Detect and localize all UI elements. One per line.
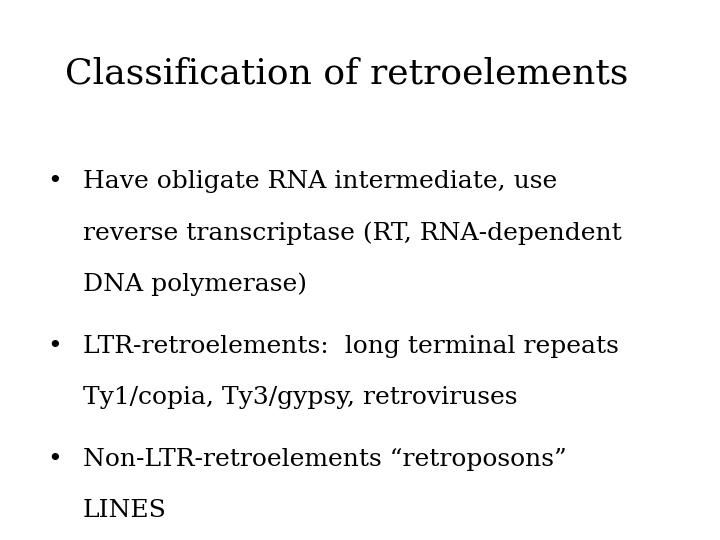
Text: Ty1/copia, Ty3/gypsy, retroviruses: Ty1/copia, Ty3/gypsy, retroviruses <box>83 386 517 409</box>
Text: Classification of retroelements: Classification of retroelements <box>65 57 628 91</box>
Text: •: • <box>47 335 61 358</box>
Text: •: • <box>47 448 61 471</box>
Text: LINES: LINES <box>83 500 166 523</box>
Text: reverse transcriptase (RT, RNA-dependent: reverse transcriptase (RT, RNA-dependent <box>83 221 621 245</box>
Text: DNA polymerase): DNA polymerase) <box>83 273 307 296</box>
Text: Non-LTR-retroelements “retroposons”: Non-LTR-retroelements “retroposons” <box>83 448 567 471</box>
Text: LTR-retroelements:  long terminal repeats: LTR-retroelements: long terminal repeats <box>83 335 618 358</box>
Text: Have obligate RNA intermediate, use: Have obligate RNA intermediate, use <box>83 170 557 193</box>
Text: •: • <box>47 170 61 193</box>
